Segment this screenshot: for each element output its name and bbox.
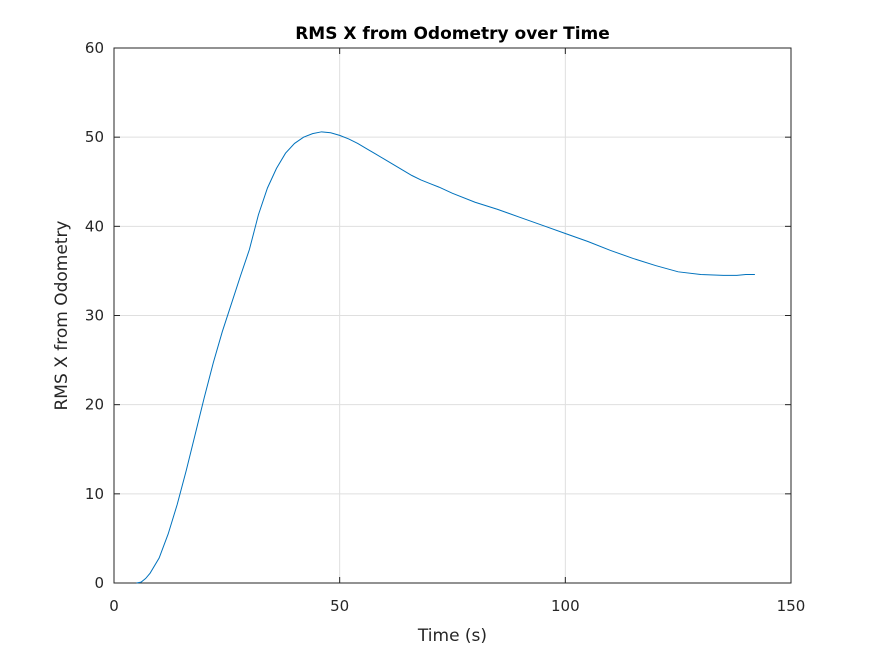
y-tick-label: 0 <box>94 574 104 592</box>
y-tick-label: 60 <box>85 39 104 57</box>
y-tick-label: 20 <box>85 396 104 414</box>
y-tick-label: 50 <box>85 128 104 146</box>
x-tick-label: 0 <box>109 597 119 615</box>
x-tick-label: 150 <box>777 597 806 615</box>
y-axis-label: RMS X from Odometry <box>52 221 72 411</box>
grid <box>114 48 791 583</box>
x-tick-label: 100 <box>551 597 580 615</box>
y-tick-label: 30 <box>85 307 104 325</box>
axis-ticks: 0 50 100 150 0 10 20 30 40 50 60 <box>85 39 805 615</box>
y-tick-label: 40 <box>85 217 104 235</box>
x-axis-label: Time (s) <box>417 626 487 646</box>
series-line <box>136 131 755 584</box>
x-tick-label: 50 <box>330 597 349 615</box>
y-tick-label: 10 <box>85 485 104 503</box>
chart-title: RMS X from Odometry over Time <box>295 24 610 44</box>
